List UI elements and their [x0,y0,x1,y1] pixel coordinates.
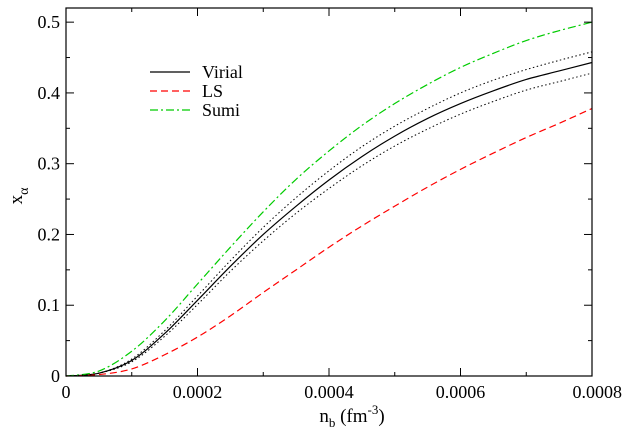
x-tick-label: 0.0004 [304,382,354,402]
series-line-band-3 [65,51,593,377]
x-axis-label-base: n [319,406,329,427]
x-axis-label-unit-sup: -3 [368,402,379,417]
legend-label-ls: LS [202,81,223,101]
series-line-ls [65,107,593,377]
x-tick-label: 0.0008 [573,382,623,402]
y-tick-label: 0.5 [38,12,61,32]
series-line-virial [65,61,593,377]
y-tick-label: 0.4 [38,83,61,103]
y-axis-ticks: 0 0.1 0.2 0.3 0.4 0.5 [38,12,592,386]
series-line-band-4 [65,72,593,377]
plot-lines [65,21,593,377]
x-axis-label-unit: (fm [335,406,367,427]
plot-frame [65,7,593,377]
y-tick-label: 0 [51,366,60,386]
x-axis-label-sub: b [329,415,336,430]
y-axis-label-sub: α [17,187,32,195]
x-axis-ticks: 0 0.0002 0.0004 0.0006 0.0008 [62,8,623,402]
x-axis-label: nb (fm-3) [319,402,384,430]
x-tick-label: 0.0002 [173,382,223,402]
x-tick-label: 0 [62,382,71,402]
x-tick-label: 0.0006 [436,382,486,402]
series-line-sumi [65,21,593,377]
legend-label-sumi: Sumi [202,100,240,120]
x-axis-label-unit-close: ) [378,406,384,427]
y-tick-label: 0.1 [38,295,61,315]
y-tick-label: 0.2 [38,224,61,244]
y-tick-label: 0.3 [38,154,61,174]
legend-label-virial: Virial [202,62,243,82]
y-axis-label-base: x [6,194,27,204]
y-axis-label: xα [6,187,32,205]
